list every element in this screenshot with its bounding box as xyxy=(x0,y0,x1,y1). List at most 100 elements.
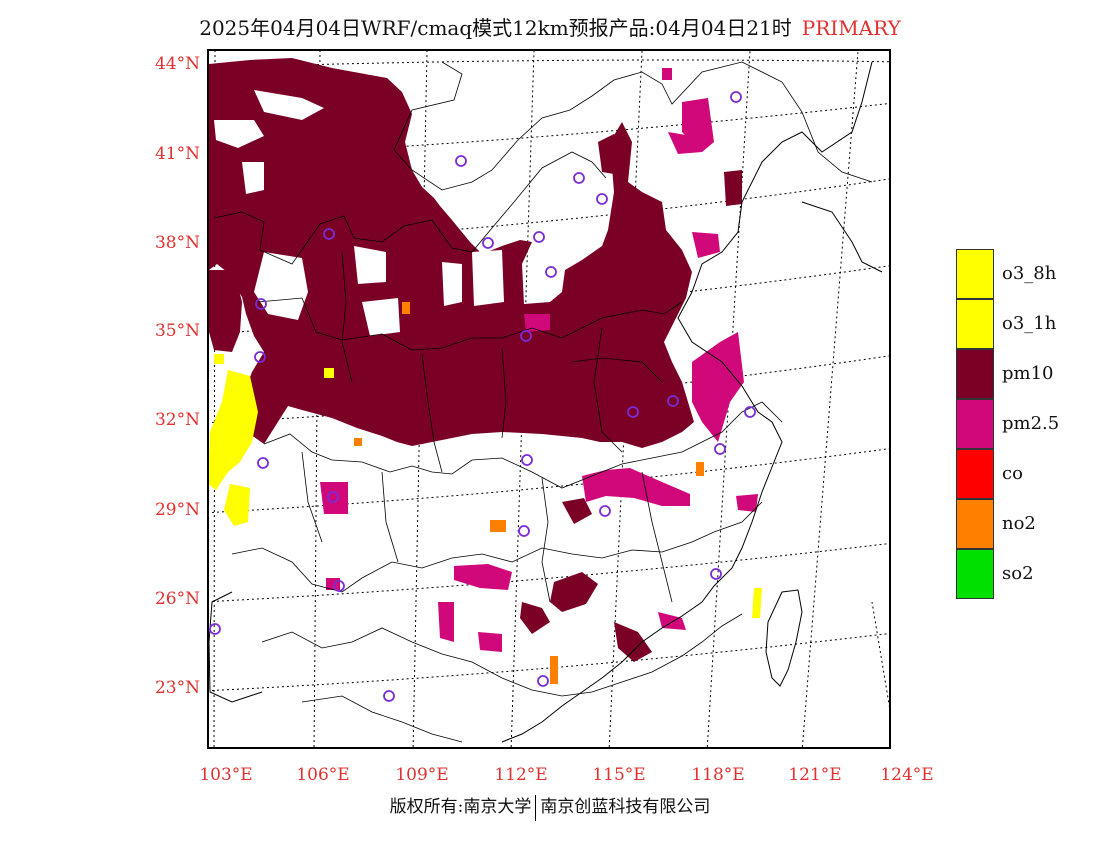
lon-label: 112°E xyxy=(494,765,548,785)
copyright-footer: 版权所有:南京大学 南京创蓝科技有限公司 xyxy=(0,792,1100,821)
clear-area xyxy=(254,252,308,320)
legend-label: pm2.5 xyxy=(1002,413,1060,434)
station-marker xyxy=(744,406,756,418)
pm25-area xyxy=(582,468,690,506)
o3-area xyxy=(224,484,250,526)
pm10-area xyxy=(520,602,550,634)
o3-area xyxy=(214,354,224,364)
pm25-area xyxy=(662,68,672,80)
station-marker xyxy=(209,623,221,635)
lat-label: 29°N xyxy=(154,500,200,520)
boundary-line xyxy=(593,327,623,453)
station-marker xyxy=(455,155,467,167)
legend-swatch xyxy=(956,499,994,549)
legend-swatch xyxy=(956,399,994,449)
boundary-line xyxy=(263,401,783,489)
legend-label: so2 xyxy=(1002,563,1034,584)
o3-area xyxy=(324,368,334,378)
graticule-line xyxy=(213,51,216,747)
legend-swatch xyxy=(956,349,994,399)
clear-areas xyxy=(214,90,504,336)
lat-label: 38°N xyxy=(154,233,200,253)
boundary-line xyxy=(381,471,399,563)
boundary-line xyxy=(231,501,763,593)
clear-area xyxy=(472,250,504,306)
boundary-line xyxy=(301,695,463,743)
no2-area xyxy=(490,520,506,532)
o3-area xyxy=(209,370,258,490)
clear-area xyxy=(362,298,400,336)
pm25-area xyxy=(524,314,550,332)
station-marker xyxy=(596,193,608,205)
station-marker xyxy=(518,525,530,537)
pm10-area xyxy=(550,572,598,612)
legend-label: co xyxy=(1002,463,1023,484)
pm25-area xyxy=(320,482,348,514)
lon-label: 118°E xyxy=(691,765,745,785)
station-marker xyxy=(533,231,545,243)
o3-region xyxy=(209,354,762,618)
pm25-area xyxy=(454,564,512,590)
lat-label: 41°N xyxy=(154,144,200,164)
no2-area xyxy=(402,302,410,314)
station-marker xyxy=(327,491,339,503)
pm25-area xyxy=(692,332,744,442)
legend-label: o3_1h xyxy=(1002,313,1057,334)
no2-area xyxy=(354,438,362,446)
boundary-line xyxy=(301,451,323,543)
pm10-area xyxy=(598,134,624,174)
boundary-line xyxy=(257,297,683,351)
graticule-line xyxy=(209,178,889,247)
legend-swatch xyxy=(956,449,994,499)
taiwan-outline xyxy=(765,589,803,687)
copyright-right: 南京创蓝科技有限公司 xyxy=(540,797,711,817)
pm25-area xyxy=(668,132,702,154)
station-markers xyxy=(209,91,756,702)
coastline-line xyxy=(801,201,883,273)
pm25-area xyxy=(478,632,502,652)
lat-label: 35°N xyxy=(154,321,200,341)
graticule-line xyxy=(801,51,859,747)
pm10-area xyxy=(562,498,592,524)
no2-area xyxy=(550,656,558,684)
pm25-area xyxy=(736,494,758,512)
legend-swatch xyxy=(956,249,994,299)
station-marker xyxy=(730,91,742,103)
pm10-area xyxy=(209,58,694,448)
clear-area xyxy=(214,120,264,148)
station-marker xyxy=(323,228,335,240)
map-title-text: 2025年04月04日WRF/cmaq模式12km预报产品:04月04日21时 xyxy=(199,16,792,40)
map-title-highlight: PRIMARY xyxy=(801,16,901,40)
lat-label: 26°N xyxy=(154,589,200,609)
province-boundaries xyxy=(213,61,873,743)
lon-label: 121°E xyxy=(788,765,842,785)
coastline-line xyxy=(209,591,263,703)
station-marker xyxy=(599,505,611,517)
pm10-area xyxy=(209,270,242,352)
station-marker xyxy=(257,457,269,469)
pm25-area xyxy=(438,602,454,642)
boundary-line xyxy=(421,353,443,473)
pm10-area xyxy=(724,170,742,206)
lon-label: 109°E xyxy=(395,765,449,785)
station-marker xyxy=(333,580,345,592)
station-marker xyxy=(537,675,549,687)
graticule-line xyxy=(209,448,889,514)
o3-area xyxy=(752,588,762,618)
station-marker xyxy=(482,237,494,249)
boundary-line xyxy=(641,471,673,603)
station-marker xyxy=(714,443,726,455)
graticule-line xyxy=(209,102,889,158)
boundary-line xyxy=(213,151,607,265)
pm25-area xyxy=(658,612,686,630)
graticule-line xyxy=(871,601,889,708)
pm25-region xyxy=(320,68,758,652)
legend-swatch xyxy=(956,549,994,599)
map-title: 2025年04月04日WRF/cmaq模式12km预报产品:04月04日21时 P… xyxy=(0,12,1100,41)
no2-area xyxy=(696,462,704,476)
pm10-region xyxy=(209,58,742,662)
station-marker xyxy=(520,330,532,342)
map-panel xyxy=(207,49,891,749)
no2-region xyxy=(354,302,704,684)
lat-label: 32°N xyxy=(154,410,200,430)
